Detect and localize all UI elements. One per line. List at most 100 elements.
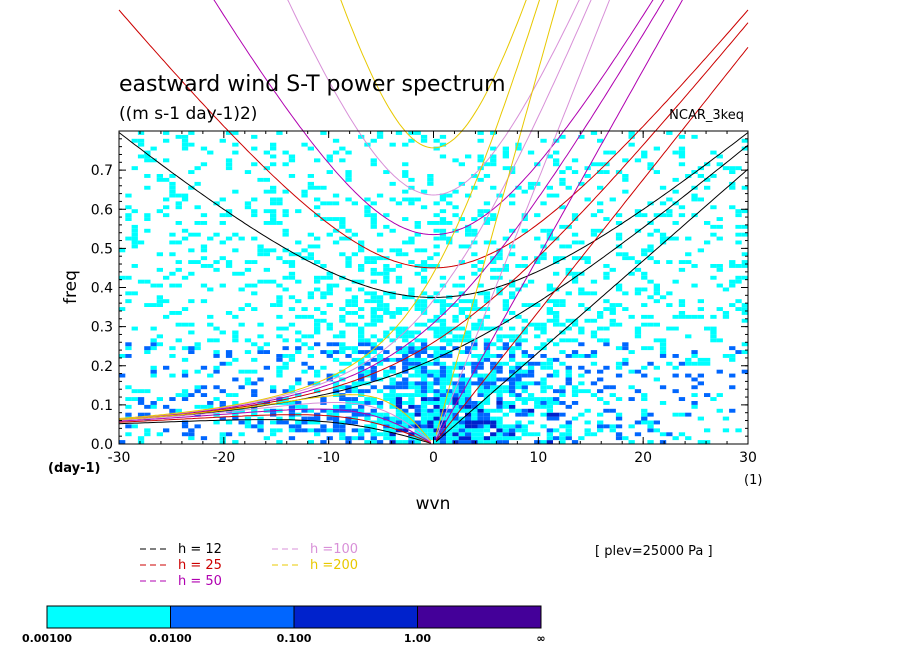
heat-cell [565,377,572,382]
heat-cell [603,385,610,390]
heat-cell [314,260,321,264]
heat-cell [433,428,440,433]
heat-cell [477,291,484,296]
heat-cell [477,138,484,143]
heat-cell [219,401,226,405]
heat-cell [653,322,660,327]
heat-cell [641,213,648,218]
heat-cell [483,408,491,413]
heat-cell [446,377,453,382]
heat-cell [741,138,748,143]
heat-cell [559,256,566,261]
heat-cell [477,260,484,264]
x-tick-label: 0 [429,450,438,466]
heat-cell [326,217,333,221]
heat-cell [553,256,560,261]
heat-cell [370,256,377,261]
heat-cell [433,357,440,362]
chart-title: eastward wind S-T power spectrum [119,72,506,97]
heat-cell [527,361,535,366]
heat-cell [439,377,447,382]
heat-cell [603,217,610,221]
heat-cell [691,401,698,405]
heat-cell [710,224,717,229]
heat-cell [678,299,686,304]
heat-cell [678,134,686,139]
heat-cell [496,389,503,394]
heat-cell [232,412,239,417]
x-unit-label: (1) [744,473,762,488]
heat-cell [389,197,396,202]
heat-cell [483,440,491,444]
heat-cell [364,397,371,401]
heat-cell [370,432,377,437]
heat-cell [339,334,346,339]
heat-cell [370,369,377,374]
heat-cell [553,412,560,417]
heat-cell [722,354,730,358]
heat-cell [458,440,465,444]
heat-cell [219,240,226,245]
heat-cell [420,138,428,143]
heat-cell [439,330,447,335]
heat-cell [326,326,333,331]
heat-cell [358,287,365,292]
heat-cell [597,420,604,425]
heat-cell [131,236,138,241]
heat-cell [395,424,403,429]
heat-cell [339,404,346,409]
heat-cell [251,424,258,429]
heat-cell [452,401,459,405]
heat-cell [225,166,233,171]
heat-cell [647,440,654,444]
heat-cell [314,412,321,417]
heat-cell [578,365,585,370]
heat-cell [307,440,314,444]
heat-cell [433,401,440,405]
heat-cell [307,232,314,237]
heat-cell [590,213,598,218]
heat-cell [496,252,503,257]
y-tick-label: 0.4 [91,281,113,297]
heat-cell [402,365,409,370]
heat-cell [408,385,415,390]
heat-cell [672,436,679,441]
heat-cell [653,146,660,151]
heat-cell [427,256,434,261]
heat-cell [559,424,566,429]
heat-cell [490,131,497,135]
heat-cell [276,357,283,362]
heat-cell [251,197,258,202]
heat-cell [383,330,390,335]
heat-cell [716,162,723,167]
heat-cell [458,377,465,382]
heat-cell [540,377,547,382]
heat-cell [509,334,516,339]
heat-cell [452,283,459,288]
heat-cell [659,232,667,237]
heat-cell [496,397,503,401]
heat-cell [590,291,598,296]
heat-cell [314,236,321,241]
heat-cell [546,311,553,315]
heat-cell [496,416,503,421]
heat-cell [119,248,126,253]
heat-cell [678,162,686,167]
heat-cell [282,365,289,370]
heat-cell [288,295,296,300]
heat-cell [301,408,308,413]
heat-cell [678,361,686,366]
heat-cell [634,432,642,437]
heat-cell [540,201,547,206]
heat-cell [521,303,528,307]
heat-cell [339,436,346,441]
heat-cell [490,373,497,378]
heat-cell [615,221,623,225]
heat-cell [414,408,421,413]
heat-cell [414,271,421,276]
heat-cell [345,287,352,292]
heat-cell [163,197,170,202]
heat-cell [263,248,270,253]
heat-cell [477,158,484,163]
heat-cell [716,224,723,229]
